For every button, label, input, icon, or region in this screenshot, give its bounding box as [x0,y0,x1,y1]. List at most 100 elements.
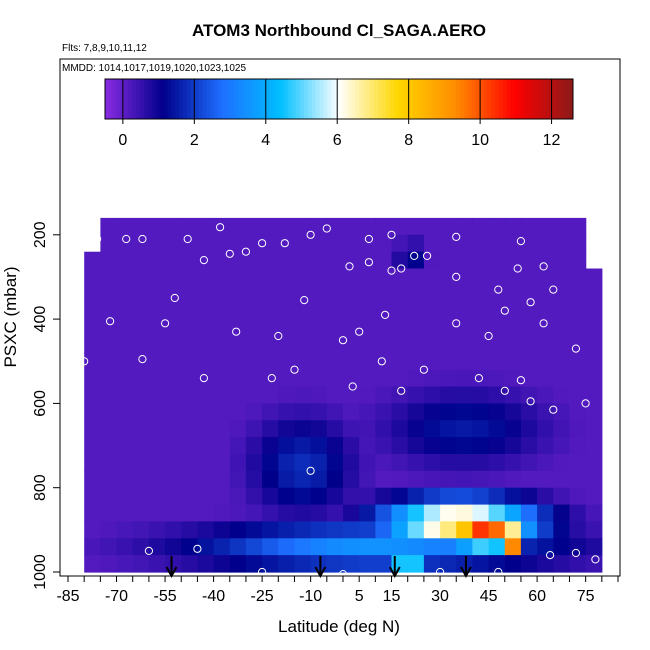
heatmap-cell [553,437,571,455]
heatmap-cell [132,403,150,421]
heatmap-cell [375,403,393,421]
colorbar-segment [225,79,231,119]
heatmap-cell [472,234,490,253]
heatmap-cell [245,454,263,472]
colorbar-segment [307,79,313,119]
colorbar-segment [218,79,223,119]
heatmap-cell [213,251,231,270]
colorbar-segment [506,79,512,119]
heatmap-cell [585,487,603,506]
heatmap-cell [537,487,554,506]
colorbar-segment [136,79,141,119]
heatmap-cell [197,352,215,371]
heatmap-cell [537,336,554,354]
heatmap-cell [423,336,441,354]
heatmap-cell [407,521,425,539]
heatmap-cell [488,555,506,573]
heatmap-cell [197,555,215,573]
colorbar-segment [264,79,270,119]
heatmap-cell [148,504,166,523]
heatmap-cell [456,454,473,472]
heatmap-cell [181,234,198,253]
heatmap-cell [504,437,522,455]
heatmap-cell [197,285,215,303]
heatmap-cell [84,454,101,472]
heatmap-cell [537,319,554,337]
colorbar-tick-label: 4 [261,132,270,149]
sample-point [526,298,535,307]
heatmap-cell [245,251,263,270]
heatmap-cell [504,352,522,371]
heatmap-cell [343,487,360,506]
sample-points [80,223,600,576]
heatmap-cell [456,403,473,421]
heatmap-cell [213,336,231,354]
heatmap-cell [504,251,522,270]
colorbar-segment [116,79,122,119]
colorbar-segment [483,79,488,119]
heatmap-cell [245,504,263,523]
sample-point [452,272,461,281]
colorbar-segment [194,79,200,119]
heatmap-cell [440,437,457,455]
heatmap-cell [278,538,296,556]
colorbar-segment [303,79,309,119]
heatmap-cell [326,386,344,404]
heatmap-cell [229,555,247,573]
colorbar-segment [413,79,418,119]
heatmap-cell [294,352,312,371]
heatmap-cell [585,420,603,438]
heatmap-cell [229,521,247,539]
heatmap-cell [148,487,166,506]
heatmap-cell [440,336,457,354]
heatmap-cell [165,487,182,506]
heatmap-cell [165,217,182,236]
heatmap-cell [375,487,393,506]
heatmap-cell [100,302,118,320]
heatmap-cell [440,403,457,421]
colorbar-segment [163,79,168,119]
heatmap-cell [343,538,360,556]
heatmap-cell [132,487,150,506]
heatmap-cell [213,319,231,337]
heatmap-cell [262,487,279,506]
heatmap-cell [116,470,134,489]
heatmap-cell [213,420,231,438]
colorbar-segment [124,79,129,119]
heatmap-cell [343,454,360,472]
heatmap-cell [343,555,360,573]
heatmap-cell [100,521,118,539]
heatmap-cell [440,302,457,320]
heatmap-cell [197,302,215,320]
heatmap-cell [423,521,441,539]
heatmap-cell [148,217,166,236]
heatmap-cell [343,420,360,438]
sample-point [300,296,309,305]
colorbar-segment [471,79,476,119]
heatmap-cell [84,369,101,388]
heatmap-cell [310,217,328,236]
heatmap-cell [472,470,490,489]
sample-point [571,344,581,353]
colorbar-segment [253,79,258,119]
colorbar-segment [358,79,363,119]
sample-point [216,223,225,232]
colorbar-segment [319,79,324,119]
sample-point [322,224,331,233]
heatmap-cell [229,470,247,489]
colorbar-segment [463,79,469,119]
heatmap-cell [520,521,538,539]
sample-point [161,319,170,328]
heatmap-cell [132,437,150,455]
sample-point [581,399,590,408]
heatmap-cell [472,555,490,573]
colorbar-segment [237,79,242,119]
heatmap-cell [407,268,425,286]
heatmap-cell [504,217,522,236]
sample-point [500,306,509,315]
heatmap-cell [262,234,279,253]
heatmap-cell [343,217,360,236]
heatmap-cell [553,403,571,421]
x-tick-label: 60 [528,588,546,605]
heatmap-cell [181,217,198,236]
